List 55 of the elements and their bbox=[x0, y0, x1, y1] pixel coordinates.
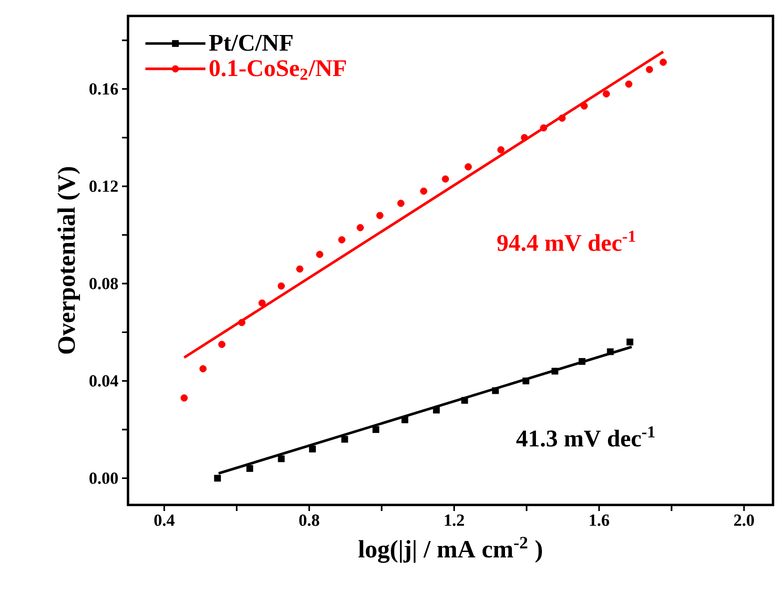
point bbox=[432, 406, 440, 414]
point bbox=[626, 338, 634, 346]
point bbox=[338, 236, 346, 244]
point bbox=[278, 455, 285, 462]
y-axis-title: Overpotential (V) bbox=[57, 167, 80, 354]
legend-label: Pt/C/NF bbox=[209, 34, 293, 51]
point bbox=[461, 396, 468, 404]
point bbox=[246, 465, 254, 472]
point bbox=[278, 282, 285, 290]
legend-label: 0.1-CoSe$_{2}$/NF bbox=[210, 60, 346, 80]
annotation: 94.4 mV dec$^{-1}$ bbox=[497, 230, 636, 252]
x-tick-label: 2.0 bbox=[734, 514, 754, 526]
x-axis-title: log(|j| / mA cm$^{-2}$ ) bbox=[358, 536, 542, 563]
point bbox=[625, 80, 632, 88]
point bbox=[401, 416, 408, 424]
point bbox=[492, 387, 499, 394]
point bbox=[522, 378, 530, 384]
point bbox=[258, 299, 266, 307]
point bbox=[497, 146, 504, 154]
point bbox=[520, 134, 528, 142]
point bbox=[376, 212, 384, 220]
point bbox=[420, 188, 428, 195]
point bbox=[199, 365, 207, 372]
point bbox=[372, 426, 380, 433]
point bbox=[464, 163, 472, 170]
point bbox=[397, 200, 404, 207]
point bbox=[309, 446, 316, 452]
y-tick-label: 0.04 bbox=[89, 375, 118, 387]
point bbox=[660, 58, 667, 66]
point bbox=[238, 318, 246, 326]
point bbox=[341, 436, 348, 443]
point bbox=[296, 265, 304, 273]
y-tick-label: 0.00 bbox=[89, 472, 118, 484]
point bbox=[442, 175, 450, 183]
x-tick-label: 0.4 bbox=[154, 514, 175, 526]
point bbox=[558, 114, 566, 122]
y-tick-label: 0.16 bbox=[89, 83, 118, 95]
point bbox=[180, 394, 188, 402]
point bbox=[540, 124, 548, 132]
point bbox=[602, 90, 610, 98]
point bbox=[356, 224, 364, 232]
point bbox=[214, 474, 221, 482]
x-tick-label: 1.2 bbox=[444, 514, 464, 526]
annotation: 41.3 mV dec$^{-1}$ bbox=[516, 426, 655, 447]
point bbox=[551, 368, 558, 375]
y-tick-label: 0.12 bbox=[89, 180, 118, 192]
y-tick-label: 0.08 bbox=[89, 278, 118, 290]
point bbox=[218, 340, 226, 348]
point bbox=[646, 66, 654, 74]
x-tick-label: 0.8 bbox=[299, 514, 320, 526]
point bbox=[316, 250, 324, 258]
point bbox=[578, 358, 586, 365]
x-tick-label: 1.6 bbox=[590, 514, 610, 526]
point bbox=[606, 348, 614, 356]
point bbox=[580, 102, 588, 110]
